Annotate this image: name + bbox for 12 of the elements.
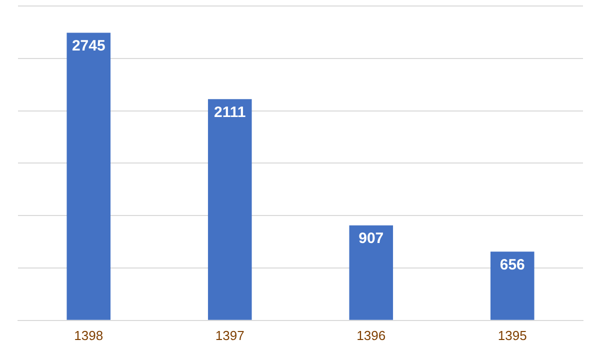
data-label: 2745: [72, 37, 106, 54]
x-tick-label: 1396: [356, 328, 386, 343]
bar: [208, 99, 252, 320]
data-label: 907: [358, 230, 384, 247]
bar: [349, 225, 394, 320]
x-tick-label: 1397: [215, 328, 244, 343]
bar: [66, 32, 111, 320]
data-label: 2111: [214, 104, 246, 121]
bar: [490, 252, 534, 320]
data-label: 656: [500, 256, 525, 274]
x-tick-label: 1395: [498, 328, 527, 343]
x-tick-label: 1398: [74, 328, 104, 343]
